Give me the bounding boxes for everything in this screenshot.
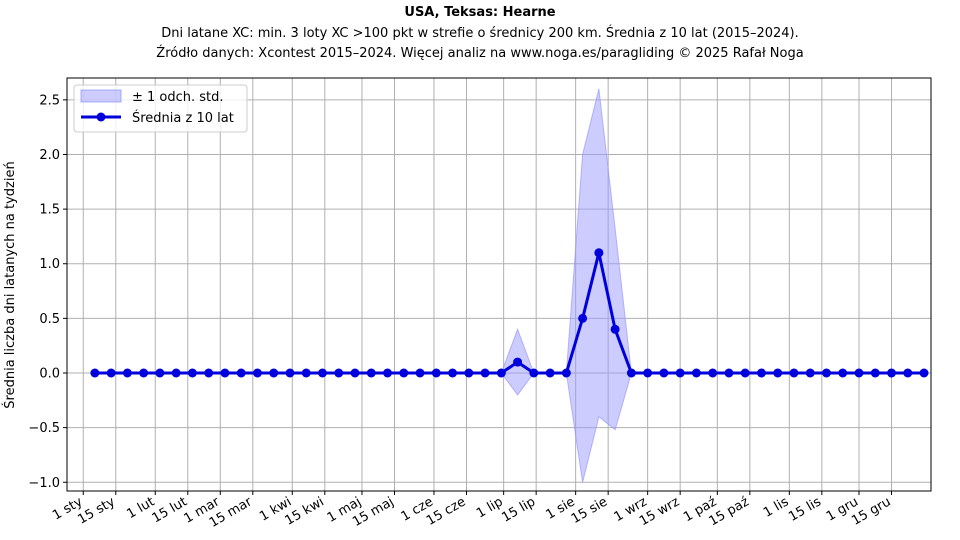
mean-point <box>122 368 132 378</box>
legend-band-label: ± 1 odch. std. <box>132 90 224 105</box>
y-tick-label: 0.0 <box>39 367 60 382</box>
grid-lines <box>67 78 931 491</box>
mean-point <box>366 368 376 378</box>
x-tick-label: 15 lis <box>786 494 824 524</box>
y-tick-label: 1.0 <box>39 257 60 272</box>
y-axis-label: Średnia liczba dni latanych na tydzień <box>2 161 18 408</box>
y-tick-label: 2.0 <box>39 148 60 163</box>
mean-point <box>919 368 929 378</box>
chart-subtitle-line-1: Dni latane XC: min. 3 loty XC >100 pkt w… <box>161 25 799 41</box>
mean-point <box>236 368 246 378</box>
x-tick-label: 15 lip <box>499 494 538 525</box>
mean-point <box>821 368 831 378</box>
mean-point <box>301 368 311 378</box>
mean-point <box>838 368 848 378</box>
mean-point <box>903 368 913 378</box>
mean-point <box>171 368 181 378</box>
mean-point <box>269 368 279 378</box>
x-tick-label: 15 sty <box>75 494 118 527</box>
mean-point <box>805 368 815 378</box>
mean-point <box>415 368 425 378</box>
mean-point <box>740 368 750 378</box>
mean-point <box>448 368 458 378</box>
mean-point <box>610 324 620 334</box>
mean-point <box>578 313 588 323</box>
legend-mean-label: Średnia z 10 lat <box>132 110 234 126</box>
mean-point <box>887 368 897 378</box>
chart-subtitle-line-2: Źródło danych: Xcontest 2015–2024. Więce… <box>156 45 803 61</box>
legend: ± 1 odch. std. Średnia z 10 lat <box>73 84 248 133</box>
mean-point <box>90 368 100 378</box>
mean-point <box>480 368 490 378</box>
mean-point <box>691 368 701 378</box>
mean-point <box>155 368 165 378</box>
y-tick-label: −1.0 <box>28 476 60 491</box>
std-band <box>94 88 925 483</box>
mean-point <box>285 368 295 378</box>
x-tick-label: 15 lut <box>150 494 190 526</box>
mean-point <box>561 368 571 378</box>
mean-point <box>513 357 523 367</box>
mean-point <box>464 368 474 378</box>
mean-point <box>659 368 669 378</box>
mean-point <box>756 368 766 378</box>
mean-point <box>139 368 149 378</box>
mean-point <box>626 368 636 378</box>
mean-point <box>643 368 653 378</box>
mean-point <box>106 368 116 378</box>
x-tick-label: 15 sie <box>569 494 610 527</box>
mean-point <box>545 368 555 378</box>
mean-point <box>350 368 360 378</box>
mean-point <box>252 368 262 378</box>
y-tick-label: 0.5 <box>39 312 60 327</box>
mean-point <box>187 368 197 378</box>
mean-point <box>854 368 864 378</box>
y-tick-label: −0.5 <box>28 421 60 436</box>
mean-point <box>675 368 685 378</box>
mean-point <box>789 368 799 378</box>
mean-point <box>383 368 393 378</box>
mean-point <box>870 368 880 378</box>
x-tick-label: 1 lis <box>761 494 792 520</box>
mean-point <box>724 368 734 378</box>
x-tick-label: 1 lip <box>474 494 506 521</box>
std-band-layer <box>94 88 925 483</box>
y-axis: −1.0 −0.5 0.0 0.5 1.0 1.5 2.0 2.5 <box>28 93 67 491</box>
mean-point <box>334 368 344 378</box>
y-tick-label: 2.5 <box>39 93 60 108</box>
mean-line-layer <box>94 251 925 375</box>
mean-point <box>594 248 604 258</box>
mean-point <box>773 368 783 378</box>
legend-mean-marker <box>96 112 106 122</box>
mean-point <box>496 368 506 378</box>
chart-title: USA, Teksas: Hearne <box>404 5 555 20</box>
mean-point <box>431 368 441 378</box>
mean-point <box>204 368 214 378</box>
plot-frame <box>66 77 932 492</box>
mean-point <box>317 368 327 378</box>
legend-band-swatch <box>80 89 122 103</box>
mean-point <box>220 368 230 378</box>
mean-point <box>529 368 539 378</box>
mean-point <box>399 368 409 378</box>
mean-points-layer <box>90 248 929 378</box>
y-tick-label: 1.5 <box>39 203 60 218</box>
mean-line <box>94 251 925 375</box>
mean-point <box>708 368 718 378</box>
